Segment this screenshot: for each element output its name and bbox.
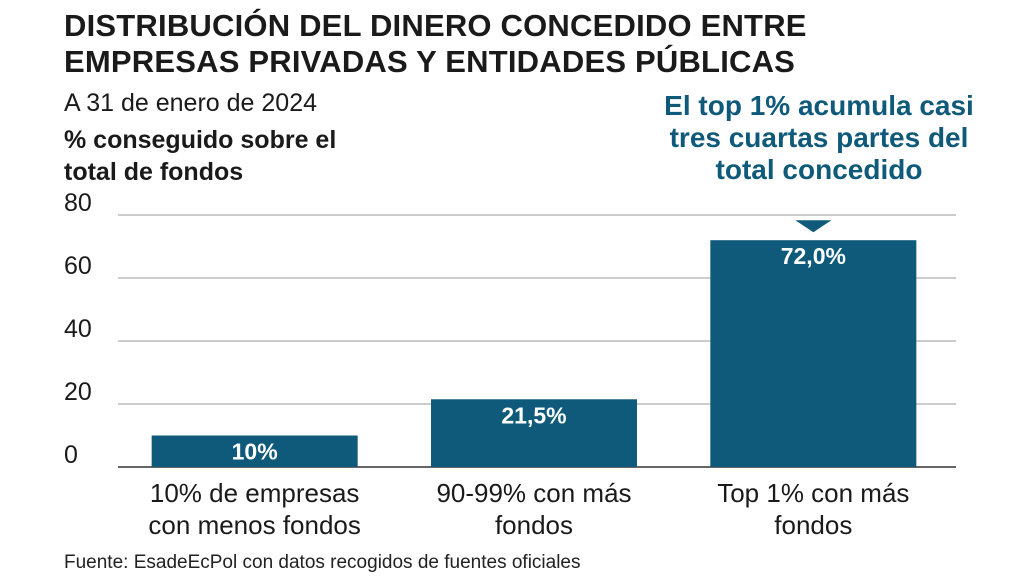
x-tick-label: fondos bbox=[495, 510, 573, 540]
x-tick-label: 10% de empresas bbox=[150, 478, 360, 508]
bar-value-label: 10% bbox=[232, 439, 278, 465]
x-tick-label: Top 1% con más bbox=[717, 478, 909, 508]
annotation-pointer bbox=[795, 220, 832, 233]
chart-subtitle: A 31 de enero de 2024 bbox=[64, 89, 318, 117]
x-tick-label: fondos bbox=[774, 510, 852, 540]
x-tick-label: 90-99% con más bbox=[436, 478, 631, 508]
y-tick-label: 20 bbox=[64, 378, 92, 406]
y-tick-label: 0 bbox=[64, 441, 78, 469]
y-tick-label: 40 bbox=[64, 315, 92, 343]
x-tick-label: con menos fondos bbox=[148, 510, 360, 540]
source-note: Fuente: EsadeEcPol con datos recogidos d… bbox=[64, 552, 581, 573]
y-axis-label: % conseguido sobre el total de fondos bbox=[64, 126, 337, 186]
y-tick-label: 80 bbox=[64, 189, 92, 217]
bar bbox=[151, 435, 358, 467]
bar-value-label: 72,0% bbox=[781, 243, 846, 269]
bar-value-label: 21,5% bbox=[501, 402, 566, 428]
highlight-annotation: El top 1% acumula casi tres cuartas part… bbox=[664, 90, 974, 185]
bar bbox=[431, 399, 637, 467]
bar bbox=[710, 240, 917, 467]
chart-title: DISTRIBUCIÓN DEL DINERO CONCEDIDO ENTRE … bbox=[64, 8, 807, 79]
y-tick-label: 60 bbox=[64, 252, 92, 280]
